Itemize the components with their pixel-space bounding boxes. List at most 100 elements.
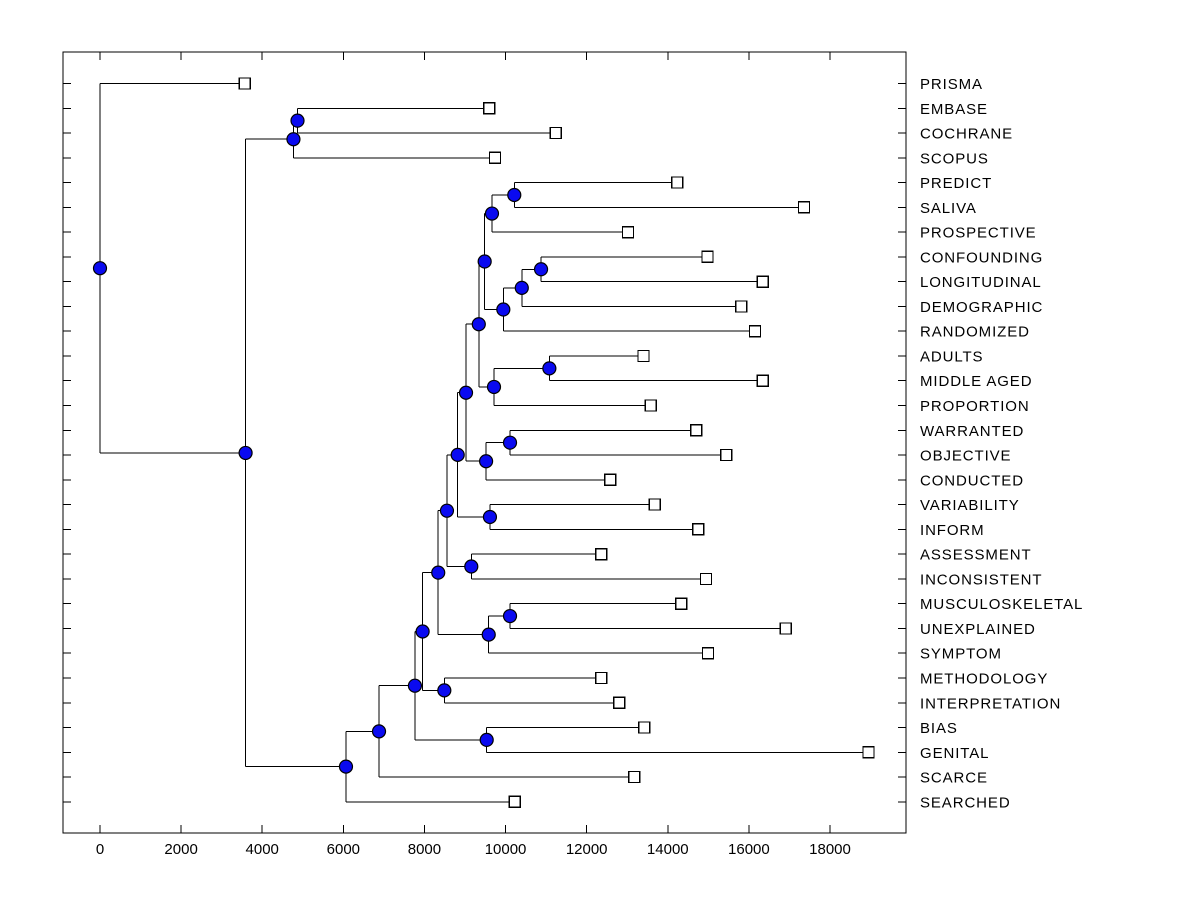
leaf-marker xyxy=(701,250,714,264)
merge-node xyxy=(371,724,387,739)
leaf-marker xyxy=(604,473,617,486)
leaf-marker xyxy=(779,622,792,635)
x-tick-labels: 0 2000 4000 6000 8000 10000 12000 14000 16000 180… xyxy=(96,841,851,858)
merge-node xyxy=(481,627,496,642)
leaf-marker xyxy=(638,721,651,734)
merge-node xyxy=(471,317,486,332)
merge-node xyxy=(286,132,301,147)
merge-node xyxy=(458,385,474,400)
leaf-label: INTERPRETATION xyxy=(920,695,1061,712)
leaf-label: RANDOMIZED xyxy=(920,324,1030,341)
leaf-marker xyxy=(675,597,688,610)
merge-node xyxy=(290,113,305,128)
merge-node xyxy=(542,361,557,376)
x-tick-label: 18000 xyxy=(809,841,851,858)
merge-node xyxy=(464,559,479,574)
leaf-label: SCARCE xyxy=(920,770,988,787)
leaf-label: GENITAL xyxy=(920,745,989,762)
merge-node xyxy=(439,503,455,518)
leaf-marker xyxy=(238,77,251,90)
merge-node xyxy=(478,454,494,469)
leaf-marker xyxy=(701,647,715,660)
leaf-marker xyxy=(637,349,650,363)
leaf-marker xyxy=(862,746,875,759)
leaf-label: SYMPTOM xyxy=(920,646,1002,663)
x-tick-label: 4000 xyxy=(246,841,279,858)
merge-node xyxy=(415,624,430,639)
leaf-label: DEMOGRAPHIC xyxy=(920,299,1043,316)
leaf-label: PRISMA xyxy=(920,76,983,93)
x-tick-label: 14000 xyxy=(647,841,689,858)
leaf-marker xyxy=(797,201,811,214)
plot-border xyxy=(62,51,907,834)
axes-box xyxy=(62,51,907,834)
leaf-label: PROSPECTIVE xyxy=(920,225,1037,242)
leaf-markers xyxy=(238,77,875,808)
leaf-label: CONFOUNDING xyxy=(920,249,1043,266)
merge-node xyxy=(514,280,529,295)
leaf-marker xyxy=(670,176,684,189)
leaf-label: EMBASE xyxy=(920,101,988,118)
leaf-marker xyxy=(748,325,762,338)
leaf-marker xyxy=(699,572,713,586)
merge-node xyxy=(484,206,500,221)
leaf-label: INFORM xyxy=(920,522,985,539)
x-tick-label: 12000 xyxy=(566,841,608,858)
merge-node xyxy=(479,732,494,748)
leaf-marker xyxy=(756,374,769,387)
leaf-marker xyxy=(648,498,661,511)
x-tick-label: 6000 xyxy=(327,841,360,858)
leaf-marker xyxy=(488,151,502,164)
dendrogram-branches xyxy=(99,83,869,803)
leaf-label: METHODOLOGY xyxy=(920,670,1048,687)
leaf-labels: PRISMA EMBASE COCHRANE SCOPUS PREDICT SALIVA P… xyxy=(920,76,1083,811)
merge-node xyxy=(502,608,518,624)
merge-node xyxy=(502,435,518,450)
leaf-label: LONGITUDINAL xyxy=(920,274,1042,291)
leaf-label: PROPORTION xyxy=(920,398,1030,415)
leaf-marker xyxy=(692,523,705,536)
leaf-label: SALIVA xyxy=(920,200,977,217)
axis-ticks xyxy=(63,52,906,833)
merge-node xyxy=(486,379,502,395)
leaf-marker xyxy=(595,671,608,685)
leaf-label: MUSCULOSKELETAL xyxy=(920,596,1083,613)
leaf-marker xyxy=(549,126,562,140)
merge-node-markers xyxy=(92,113,557,774)
leaf-marker xyxy=(756,275,769,288)
merge-node xyxy=(496,302,511,317)
merge-node xyxy=(507,187,522,203)
leaf-label: ASSESSMENT xyxy=(920,547,1032,564)
leaf-label: VARIABILITY xyxy=(920,497,1020,514)
leaf-marker xyxy=(612,696,626,709)
leaf-marker xyxy=(627,770,641,784)
x-tick-label: 10000 xyxy=(485,841,527,858)
leaf-label: CONDUCTED xyxy=(920,472,1024,489)
merge-node xyxy=(450,447,465,462)
x-tick-label: 2000 xyxy=(164,841,197,858)
merge-node xyxy=(477,254,492,269)
leaf-label: SEARCHED xyxy=(920,794,1011,811)
leaf-label: OBJECTIVE xyxy=(920,448,1011,465)
leaf-label: BIAS xyxy=(920,720,958,737)
merge-node xyxy=(482,509,498,525)
merge-node xyxy=(92,261,108,276)
leaf-marker xyxy=(508,795,522,808)
leaf-marker xyxy=(644,399,657,412)
leaf-label: ADULTS xyxy=(920,348,983,365)
leaf-marker xyxy=(690,424,703,437)
merge-node xyxy=(407,678,423,693)
leaf-label: MIDDLE AGED xyxy=(920,373,1032,390)
leaf-label: PREDICT xyxy=(920,175,992,192)
merge-node xyxy=(437,683,452,698)
leaf-label: UNEXPLAINED xyxy=(920,621,1036,638)
x-tick-label: 8000 xyxy=(408,841,441,858)
leaf-marker xyxy=(735,300,748,313)
x-tick-label: 16000 xyxy=(728,841,770,858)
leaf-marker xyxy=(483,102,496,115)
merge-node xyxy=(238,445,253,461)
leaf-label: INCONSISTENT xyxy=(920,571,1042,588)
merge-node xyxy=(431,565,446,580)
